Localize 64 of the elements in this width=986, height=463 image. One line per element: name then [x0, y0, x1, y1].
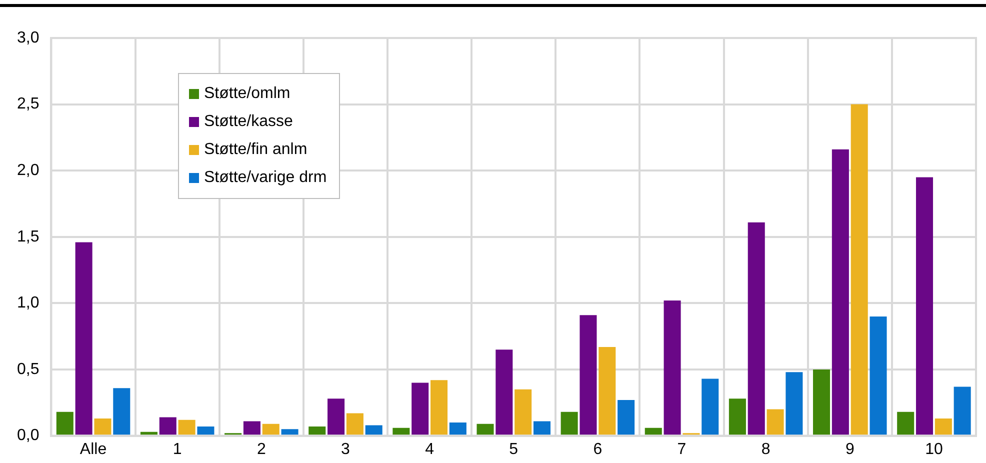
x-tick-label: 2 [256, 440, 266, 458]
bar [328, 398, 345, 435]
bar [728, 398, 746, 435]
y-tick-label: 1,0 [16, 294, 40, 312]
bar [580, 315, 597, 435]
bar [644, 428, 662, 435]
bar [496, 350, 513, 435]
x-tick-label: 4 [425, 440, 434, 458]
y-tick-label: 2,5 [16, 96, 40, 113]
x-tick-label: 1 [172, 440, 182, 458]
bar [159, 417, 176, 435]
bar [449, 422, 466, 435]
bar [786, 372, 803, 435]
bar [870, 316, 887, 435]
x-tick-label: 3 [341, 440, 350, 458]
bar [702, 378, 719, 435]
legend-label: Støtte/kasse [204, 113, 293, 131]
bar [140, 432, 158, 435]
bar [56, 412, 74, 435]
bar [243, 421, 260, 435]
legend-label: Støtte/varige drm [204, 169, 327, 187]
legend-label: Støtte/omlm [204, 85, 290, 103]
y-tick-label: 3,0 [16, 29, 40, 46]
bar [916, 177, 934, 435]
x-tick-label: 10 [925, 440, 943, 458]
bar [850, 104, 868, 435]
x-tick-label: Alle [80, 440, 107, 458]
bar [766, 409, 784, 435]
bar [560, 412, 578, 435]
y-tick-label: 0,0 [16, 427, 40, 444]
bar [281, 429, 298, 435]
bar [262, 424, 280, 435]
bar [346, 413, 364, 435]
bar [113, 388, 130, 435]
bar [75, 242, 92, 435]
bar [618, 400, 635, 435]
bar [832, 149, 849, 435]
bar [897, 412, 914, 435]
bar [664, 300, 681, 435]
bar [365, 425, 382, 435]
bar [308, 426, 326, 435]
legend-label: Støtte/fin anlm [204, 141, 308, 159]
bar [430, 380, 448, 435]
x-tick-label: 6 [593, 440, 602, 458]
x-tick-label: 8 [761, 440, 770, 458]
bar [197, 426, 214, 435]
bar [813, 370, 830, 435]
y-tick-label: 1,5 [16, 228, 40, 246]
bar [533, 421, 551, 435]
bar [94, 418, 112, 435]
bar [598, 346, 616, 435]
bar [476, 424, 494, 435]
bar [412, 382, 429, 435]
x-tick-label: 7 [677, 440, 686, 458]
bar [748, 222, 765, 435]
bar [392, 428, 410, 435]
bar [178, 420, 196, 435]
bar [934, 418, 952, 435]
x-tick-label: 5 [509, 440, 518, 458]
y-tick-label: 0,5 [16, 360, 40, 378]
bar [954, 386, 971, 435]
x-tick-label: 9 [845, 440, 854, 458]
y-tick-label: 2,0 [16, 162, 40, 180]
bar [514, 389, 532, 435]
